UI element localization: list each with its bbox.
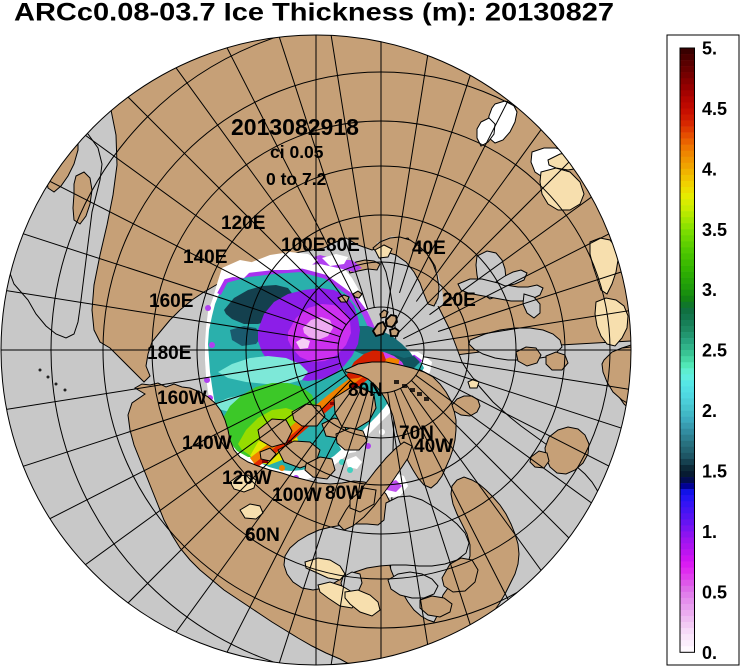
svg-text:60N: 60N <box>245 525 280 546</box>
svg-text:160E: 160E <box>149 291 193 312</box>
svg-text:100W: 100W <box>272 485 322 506</box>
svg-text:ARCc0.08-03.7 Ice Thickness (m: ARCc0.08-03.7 Ice Thickness (m): 2013082… <box>14 0 614 27</box>
svg-text:70N: 70N <box>399 423 434 444</box>
svg-text:3.: 3. <box>702 280 717 300</box>
svg-text:5.: 5. <box>702 39 717 59</box>
svg-text:120E: 120E <box>221 213 265 234</box>
svg-text:160W: 160W <box>157 388 207 409</box>
svg-text:2013082918: 2013082918 <box>231 114 359 140</box>
svg-text:0.5: 0.5 <box>702 582 727 602</box>
svg-text:20E: 20E <box>442 290 476 311</box>
svg-text:140E: 140E <box>183 247 227 268</box>
svg-text:80W: 80W <box>325 483 364 504</box>
svg-text:80N: 80N <box>348 380 383 401</box>
svg-text:4.5: 4.5 <box>702 99 727 119</box>
svg-text:1.: 1. <box>702 522 717 542</box>
svg-text:0 to 7.2: 0 to 7.2 <box>266 169 327 189</box>
svg-text:140W: 140W <box>182 433 232 454</box>
svg-text:180E: 180E <box>147 343 191 364</box>
svg-text:40W: 40W <box>414 436 453 457</box>
svg-text:120W: 120W <box>222 468 272 489</box>
svg-text:ci 0.05: ci 0.05 <box>270 142 324 162</box>
svg-text:0.: 0. <box>702 643 717 663</box>
svg-text:40E: 40E <box>412 238 446 259</box>
svg-text:3.5: 3.5 <box>702 220 727 240</box>
svg-text:100E: 100E <box>281 235 325 256</box>
svg-text:2.5: 2.5 <box>702 341 727 361</box>
svg-text:4.: 4. <box>702 159 717 179</box>
svg-text:80E: 80E <box>326 235 360 256</box>
svg-text:2.: 2. <box>702 401 717 421</box>
svg-text:1.5: 1.5 <box>702 462 727 482</box>
